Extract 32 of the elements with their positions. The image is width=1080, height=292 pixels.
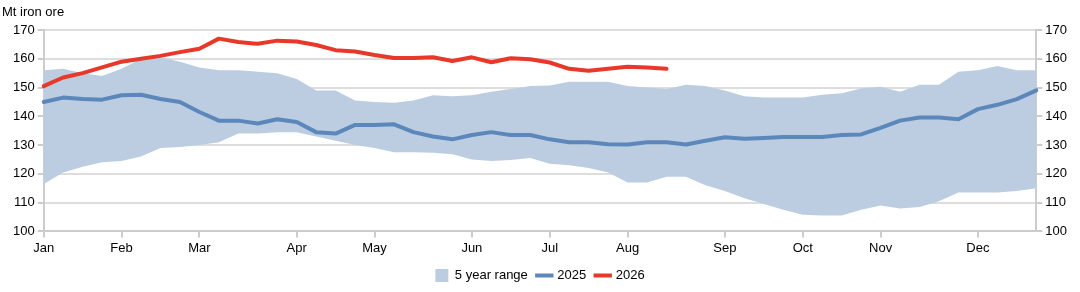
x-tick-label: Feb — [110, 239, 133, 255]
x-tick-label: Sep — [713, 239, 737, 255]
x-tick-label: Dec — [966, 239, 990, 255]
y2-tick-label: 120 — [1045, 165, 1068, 181]
y-axis-title: Mt iron ore — [2, 4, 65, 19]
x-tick-label: Oct — [792, 239, 814, 255]
y2-tick-label: 140 — [1045, 107, 1068, 123]
x-tick-label: Mar — [188, 239, 212, 255]
y-tick-label: 140 — [12, 107, 35, 123]
x-tick-label: Jun — [461, 239, 483, 255]
x-tick-label: Apr — [286, 239, 308, 255]
x-tick-label: Jul — [541, 239, 559, 255]
x-tick-label: Nov — [869, 239, 893, 255]
legend-label: 2025 — [557, 267, 587, 283]
y2-tick-label: 100 — [1045, 222, 1068, 238]
y2-tick-label: 160 — [1045, 50, 1068, 66]
y2-tick-label: 110 — [1045, 194, 1067, 210]
x-tick-label: Jan — [33, 239, 55, 255]
y-tick-label: 160 — [12, 50, 35, 66]
y-tick-label: 110 — [13, 194, 35, 210]
x-tick-label: May — [362, 239, 388, 255]
y-tick-label: 150 — [12, 79, 35, 95]
y-tick-label: 130 — [12, 136, 35, 152]
y2-tick-label: 130 — [1045, 136, 1068, 152]
legend-label: 2026 — [615, 267, 645, 283]
y-tick-label: 100 — [12, 222, 35, 238]
y2-tick-label: 150 — [1045, 79, 1068, 95]
y2-tick-label: 170 — [1045, 21, 1068, 37]
y-tick-label: 120 — [12, 165, 35, 181]
x-tick-label: Aug — [616, 239, 640, 255]
y-tick-label: 170 — [12, 21, 35, 37]
legend-label: 5 year range — [454, 267, 528, 283]
